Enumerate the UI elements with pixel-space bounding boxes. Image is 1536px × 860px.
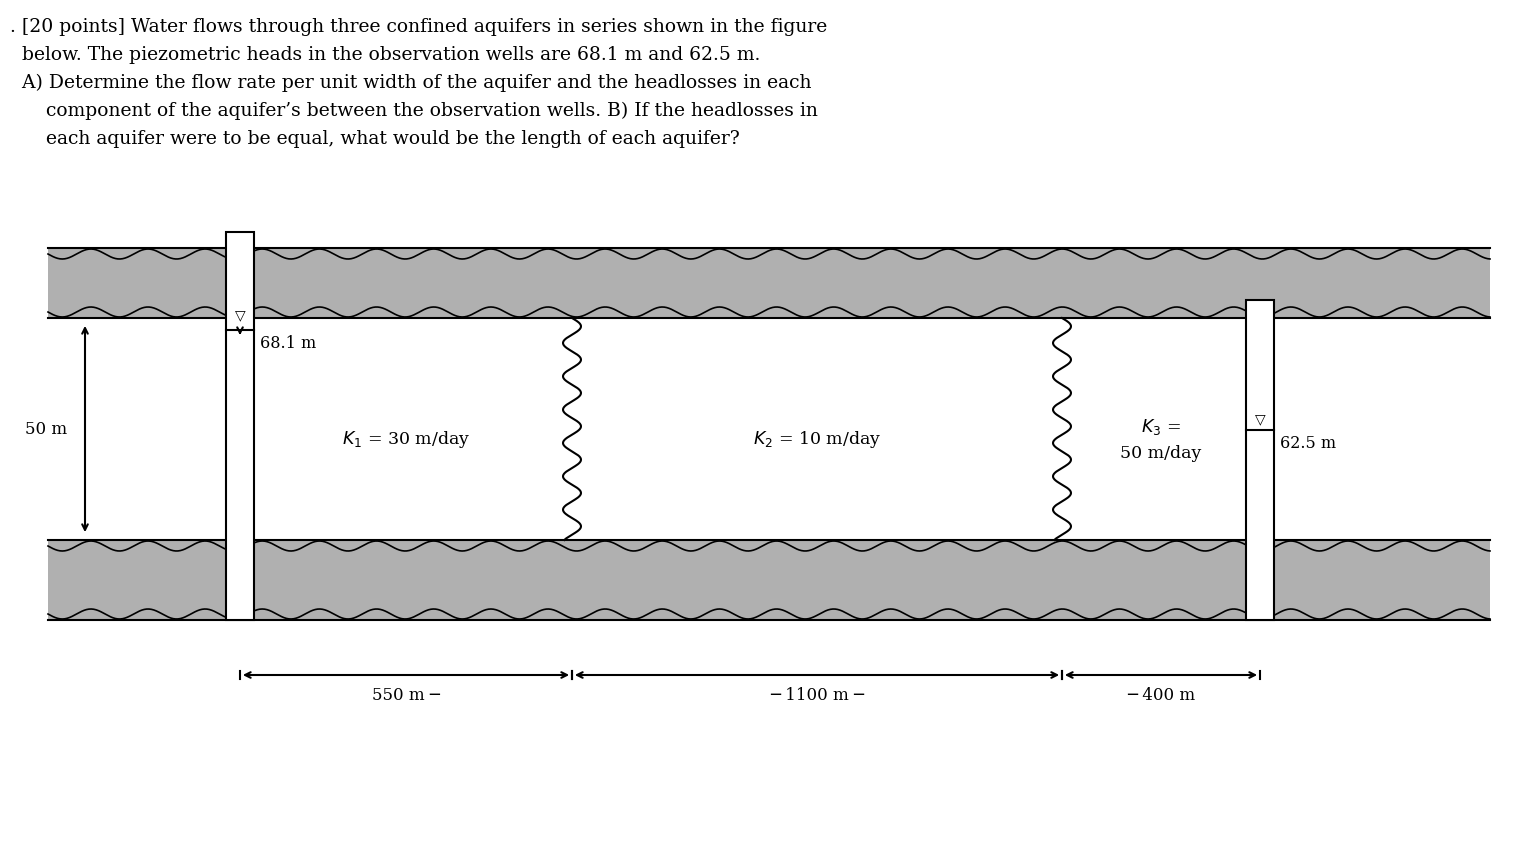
Text: 50 m/day: 50 m/day [1120, 445, 1201, 462]
Bar [1246, 300, 1273, 620]
Text: $K_3$ =: $K_3$ = [1141, 417, 1181, 437]
Text: ▽: ▽ [1255, 412, 1266, 426]
Text: 62.5 m: 62.5 m [1279, 435, 1336, 452]
Text: below. The piezometric heads in the observation wells are 68.1 m and 62.5 m.: below. The piezometric heads in the obse… [11, 46, 760, 64]
Text: 50 m: 50 m [25, 421, 68, 438]
Text: $K_2$ = 10 m/day: $K_2$ = 10 m/day [753, 428, 882, 450]
Text: $K_1$ = 30 m/day: $K_1$ = 30 m/day [343, 428, 470, 450]
Text: component of the aquifer’s between the observation wells. B) If the headlosses i: component of the aquifer’s between the o… [11, 102, 817, 120]
Text: each aquifer were to be equal, what would be the length of each aquifer?: each aquifer were to be equal, what woul… [11, 130, 740, 148]
Text: A) Determine the flow rate per unit width of the aquifer and the headlosses in e: A) Determine the flow rate per unit widt… [11, 74, 811, 92]
Text: 68.1 m: 68.1 m [260, 335, 316, 352]
Text: ─ 400 m: ─ 400 m [1127, 687, 1195, 704]
Text: ▽: ▽ [235, 308, 246, 322]
Text: ─ 1100 m ─: ─ 1100 m ─ [770, 687, 863, 704]
Text: 550 m ─: 550 m ─ [372, 687, 439, 704]
FancyBboxPatch shape [48, 248, 1490, 318]
Text: . [20 points] Water flows through three confined aquifers in series shown in the: . [20 points] Water flows through three … [11, 18, 828, 36]
Bar [226, 232, 253, 620]
FancyBboxPatch shape [48, 540, 1490, 620]
